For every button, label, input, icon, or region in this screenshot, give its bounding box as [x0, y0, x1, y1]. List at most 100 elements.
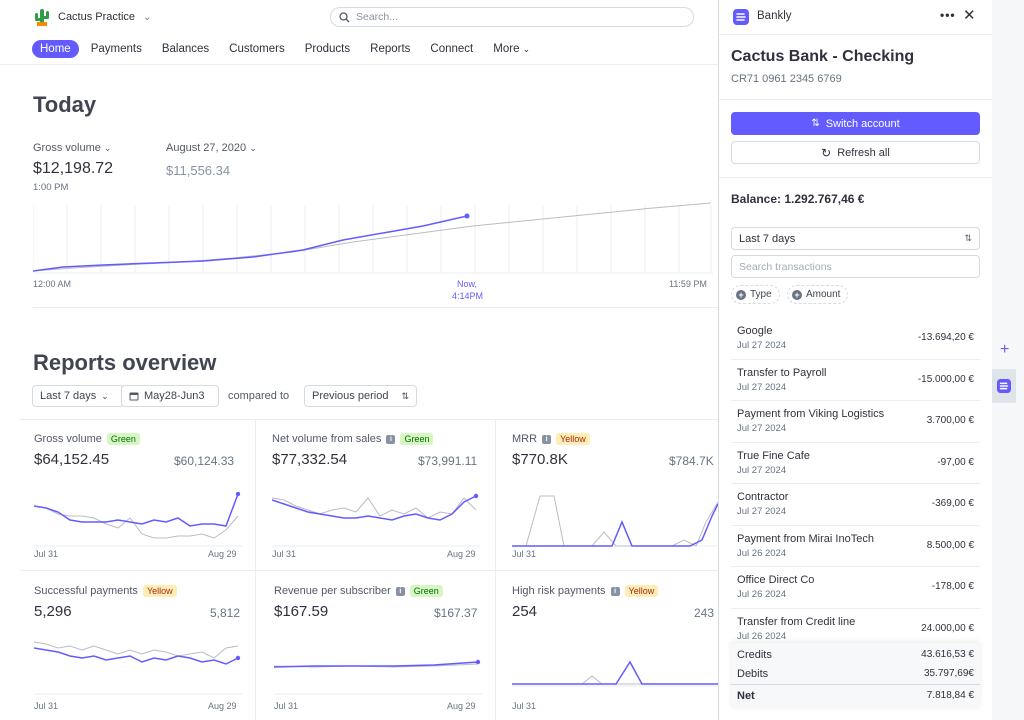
card-axis-end: Aug 29: [447, 701, 476, 711]
nav-home[interactable]: Home: [32, 40, 79, 58]
period-selector[interactable]: Previous period ⇅: [304, 385, 417, 407]
date-range-label: May28-Jun3: [144, 390, 205, 402]
transaction-date: Jul 26 2024: [737, 547, 787, 559]
summary-debits-label: Debits: [737, 668, 769, 680]
compare-value: $11,556.34: [166, 163, 231, 178]
card-gross-volume-chart: [34, 492, 242, 547]
transaction-amount: 3.700,00 €: [926, 415, 974, 426]
transaction-name: Contractor: [737, 491, 789, 503]
summary-divider: [731, 684, 980, 685]
nav-customers[interactable]: Customers: [229, 43, 285, 55]
period-select[interactable]: Last 7 days ⇅: [731, 227, 980, 250]
card-revenue-per-subscriber-title[interactable]: Revenue per subscriber i Green: [274, 585, 443, 597]
summary-net-label: Net: [737, 690, 755, 702]
filter-type-chip[interactable]: + Type: [731, 285, 780, 304]
calendar-icon: [129, 392, 139, 401]
switch-account-label: Switch account: [825, 117, 900, 130]
info-icon[interactable]: i: [395, 586, 405, 596]
card-value: 254: [512, 603, 538, 620]
account-name: Cactus Practice: [58, 11, 136, 23]
bankly-app-icon: [997, 379, 1011, 393]
transaction-row[interactable]: Payment from Viking Logistics Jul 27 2024…: [731, 401, 980, 443]
transaction-amount: -15.000,00 €: [917, 373, 974, 385]
today-axis-end: 11:59 PM: [669, 279, 707, 289]
transaction-search-input[interactable]: Search transactions: [731, 255, 980, 278]
card-value: $167.59: [274, 603, 329, 620]
nav-connect[interactable]: Connect: [430, 43, 474, 55]
card-net-volume-title[interactable]: Net volume from sales i Green: [272, 433, 434, 445]
close-icon[interactable]: ✕: [963, 7, 976, 24]
card-axis-start: Jul 31: [34, 701, 59, 711]
card-value: $770.8K: [512, 451, 568, 468]
chevron-down-icon: ⌄: [103, 143, 112, 153]
compare-date-selector[interactable]: August 27, 2020 ⌄: [166, 142, 257, 154]
card-compare-value: 243: [694, 606, 715, 620]
add-app-icon[interactable]: +: [1000, 341, 1010, 358]
info-icon[interactable]: i: [610, 586, 620, 596]
filter-amount-chip[interactable]: + Amount: [787, 285, 849, 304]
transaction-row[interactable]: Google Jul 27 2024 -13.694,20 €: [731, 318, 980, 360]
transaction-name: Payment from Mirai InoTech: [737, 532, 874, 545]
filter-amount-label: Amount: [806, 289, 841, 300]
switch-arrows-icon: ⇅: [811, 118, 820, 129]
nav-payments[interactable]: Payments: [90, 43, 142, 55]
bankly-app-tab[interactable]: [992, 369, 1016, 403]
nav-more-label: More: [493, 43, 520, 55]
transaction-date: Jul 27 2024: [737, 381, 787, 393]
range-selector[interactable]: Last 7 days ⌄: [32, 385, 124, 407]
transaction-date: Jul 27 2024: [737, 340, 787, 351]
card-gross-volume-title[interactable]: Gross volume Green: [34, 433, 140, 445]
status-badge: Yellow: [142, 585, 177, 597]
compare-date-label: August 27, 2020: [166, 142, 247, 154]
transaction-name: Payment from Viking Logistics: [737, 408, 885, 420]
date-range-picker[interactable]: May28-Jun3: [121, 385, 219, 407]
transaction-row[interactable]: Transfer to Payroll Jul 27 2024 -15.000,00…: [731, 360, 980, 401]
card-axis-start: Jul 31: [512, 701, 537, 711]
switch-account-button[interactable]: ⇅ Switch account: [731, 112, 980, 135]
today-axis-now: Now,: [457, 279, 478, 289]
info-icon[interactable]: i: [542, 434, 552, 444]
card-successful-payments-title[interactable]: Successful payments Yellow: [34, 585, 177, 597]
card-value: $77,332.54: [272, 451, 348, 468]
chevron-updown-icon: ⇅: [964, 233, 972, 243]
card-axis-start: Jul 31: [274, 701, 299, 711]
summary-credits-value: 43.616,53 €: [921, 649, 974, 660]
chevron-updown-icon: ⇅: [401, 390, 409, 401]
range-label: Last 7 days: [40, 390, 97, 402]
nav-balances[interactable]: Balances: [161, 43, 210, 55]
transaction-date: Jul 27 2024: [737, 506, 787, 517]
card-value: $64,152.45: [34, 451, 110, 468]
card-revenue-per-subscriber-chart: [274, 659, 482, 695]
nav-products[interactable]: Products: [304, 43, 351, 55]
card-mrr-title[interactable]: MRR i Yellow: [512, 433, 590, 445]
compared-to-label: compared to: [228, 390, 290, 402]
status-badge: Green: [400, 433, 434, 445]
transaction-row[interactable]: Office Direct Co Jul 26 2024 -178,00 €: [731, 567, 980, 609]
info-icon[interactable]: i: [386, 434, 396, 444]
summary-credits: Credits 43.616,53 €: [737, 649, 974, 661]
section-divider: [33, 307, 718, 308]
nav-more[interactable]: More ⌄: [485, 40, 538, 58]
transaction-row[interactable]: True Fine Cafe Jul 27 2024 -97,00 €: [731, 443, 980, 484]
more-options-icon[interactable]: •••: [940, 8, 956, 22]
refresh-all-button[interactable]: ↻ Refresh all: [731, 141, 980, 164]
bankly-logo-icon: [733, 9, 749, 25]
plus-circle-icon: +: [792, 289, 802, 300]
today-axis-now-time: 4:14PM: [452, 291, 484, 301]
card-high-risk-payments-title[interactable]: High risk payments i Yellow: [512, 585, 659, 597]
search-placeholder: Search...: [356, 11, 399, 23]
search-input[interactable]: Search...: [330, 7, 694, 27]
account-balance: Balance: 1.292.767,46 €: [731, 192, 865, 206]
panel-header-divider: [719, 34, 992, 35]
card-compare-value: $784.7K: [669, 454, 714, 468]
transaction-name: Office Direct Co: [737, 574, 815, 586]
summary-debits: Debits 35.797,69€: [737, 668, 974, 680]
account-switcher[interactable]: Cactus Practice ⌄: [34, 8, 151, 26]
transaction-name: Google: [737, 325, 773, 337]
gross-volume-value: $12,198.72: [33, 160, 114, 177]
account-iban: CR71 0961 2345 6769: [731, 73, 842, 85]
nav-reports[interactable]: Reports: [370, 43, 411, 55]
gross-volume-selector[interactable]: Gross volume ⌄: [33, 142, 111, 154]
transaction-row[interactable]: Contractor Jul 27 2024 -369,00 €: [731, 484, 980, 526]
transaction-row[interactable]: Payment from Mirai InoTech Jul 26 2024 8.5…: [731, 526, 980, 567]
